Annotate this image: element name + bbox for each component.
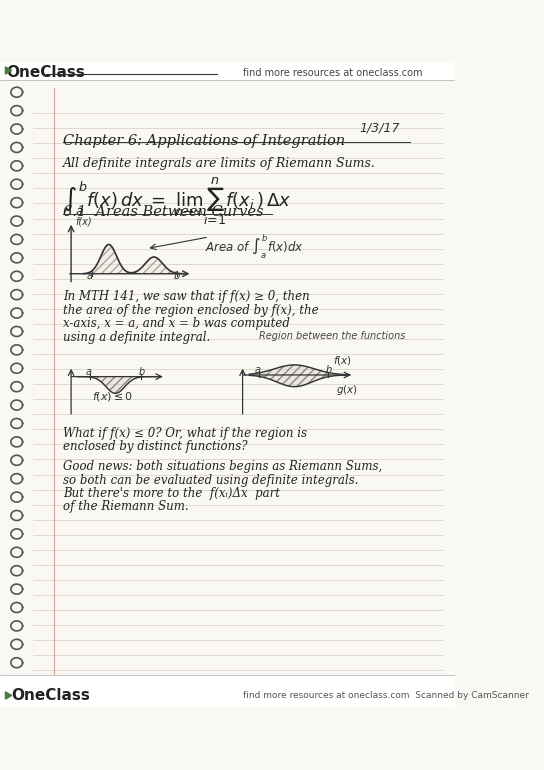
Text: find more resources at oneclass.com: find more resources at oneclass.com — [243, 68, 422, 78]
Text: b: b — [139, 367, 145, 377]
Text: enclosed by distinct functions?: enclosed by distinct functions? — [63, 440, 247, 454]
Text: Chapter 6: Applications of Integration: Chapter 6: Applications of Integration — [63, 134, 345, 148]
Bar — [0, 63, 455, 79]
Text: $g(x)$: $g(x)$ — [336, 383, 358, 397]
Text: All definite integrals are limits of Riemann Sums.: All definite integrals are limits of Rie… — [63, 156, 375, 169]
Text: OneClass: OneClass — [12, 688, 91, 703]
Text: 1/3/17: 1/3/17 — [360, 122, 400, 135]
Text: In MTH 141, we saw that if f(x) ≥ 0, then: In MTH 141, we saw that if f(x) ≥ 0, the… — [63, 290, 310, 303]
Polygon shape — [90, 377, 140, 393]
Polygon shape — [92, 244, 177, 274]
Text: Area of $\int_a^b f(x)dx$: Area of $\int_a^b f(x)dx$ — [205, 232, 304, 260]
Text: f(x): f(x) — [75, 216, 92, 226]
Text: But there's more to the  f(xᵢ)Δx  part: But there's more to the f(xᵢ)Δx part — [63, 487, 280, 500]
Text: What if f(x) ≤ 0? Or, what if the region is: What if f(x) ≤ 0? Or, what if the region… — [63, 427, 307, 440]
Text: Region between the functions: Region between the functions — [259, 330, 406, 340]
Text: of the Riemann Sum.: of the Riemann Sum. — [63, 500, 188, 514]
Text: b: b — [326, 365, 332, 375]
Text: x-axis, x = a, and x = b was computed: x-axis, x = a, and x = b was computed — [63, 317, 289, 330]
Text: so both can be evaluated using definite integrals.: so both can be evaluated using definite … — [63, 474, 358, 487]
Text: the area of the region enclosed by f(x), the: the area of the region enclosed by f(x),… — [63, 304, 318, 317]
Text: $f(x) \leq 0$: $f(x) \leq 0$ — [92, 390, 133, 403]
Text: a: a — [255, 365, 261, 375]
Polygon shape — [259, 365, 327, 387]
Text: 6.1  Areas Between Curves: 6.1 Areas Between Curves — [63, 205, 263, 219]
Text: a: a — [87, 271, 93, 281]
Text: Good news: both situations begins as Riemann Sums,: Good news: both situations begins as Rie… — [63, 460, 382, 474]
Text: a: a — [85, 367, 92, 377]
Text: $f(x)$: $f(x)$ — [333, 353, 353, 367]
Text: b: b — [174, 271, 180, 281]
Text: using a definite integral.: using a definite integral. — [63, 330, 210, 343]
Text: $\int_a^b f(x)\,dx \;=\; \lim_{n\to\infty} \sum_{i=1}^{n} f(x_i)\,\Delta x$: $\int_a^b f(x)\,dx \;=\; \lim_{n\to\inft… — [63, 176, 291, 227]
Bar — [0, 675, 455, 707]
Text: OneClass: OneClass — [7, 65, 85, 81]
Text: find more resources at oneclass.com  Scanned by CamScanner: find more resources at oneclass.com Scan… — [243, 691, 528, 700]
